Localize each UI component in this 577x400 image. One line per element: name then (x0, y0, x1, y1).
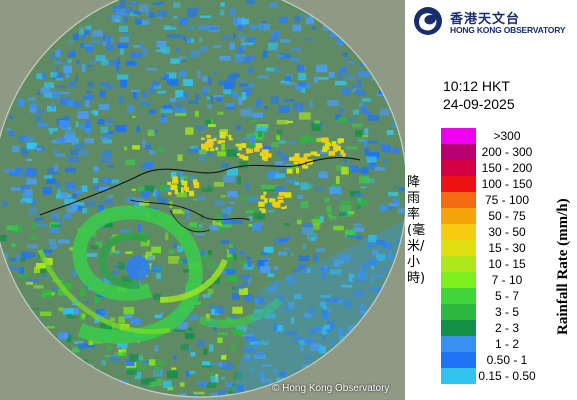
legend-swatch (441, 240, 476, 256)
legend-label: 30 - 50 (488, 225, 526, 239)
legend-label: 100 - 150 (481, 177, 533, 191)
legend-label: >300 (493, 129, 521, 143)
legend-item: 75 - 100 (441, 192, 561, 208)
legend-label: 15 - 30 (488, 241, 526, 255)
radar-map (0, 0, 405, 400)
legend-item: 7 - 10 (441, 272, 561, 288)
legend-swatch (441, 272, 476, 288)
hko-swirl-icon (414, 7, 442, 35)
legend-label: 50 - 75 (488, 209, 526, 223)
legend-swatch (441, 224, 476, 240)
legend-label: 1 - 2 (494, 337, 519, 351)
legend-item: 10 - 15 (441, 256, 561, 272)
legend-swatch (441, 208, 476, 224)
legend-item: 200 - 300 (441, 144, 561, 160)
legend-item: 0.15 - 0.50 (441, 368, 561, 384)
legend-swatch (441, 176, 476, 192)
legend-item: 0.50 - 1 (441, 352, 561, 368)
legend-swatch (441, 160, 476, 176)
legend-item: 2 - 3 (441, 320, 561, 336)
rain-layer (0, 0, 405, 397)
legend-label: 150 - 200 (481, 161, 533, 175)
legend-label: 0.15 - 0.50 (478, 369, 536, 383)
radar-range-ring (0, 0, 405, 398)
timestamp-time: 10:12 HKT (443, 78, 510, 94)
legend-label: 75 - 100 (484, 193, 530, 207)
radar-coverage (0, 0, 405, 397)
legend-item: 30 - 50 (441, 224, 561, 240)
legend-swatch (441, 368, 476, 384)
rainfall-legend: >300 200 - 300 150 - 200 100 - 150 75 - 100 5… (441, 128, 561, 384)
timestamp-date: 24-09-2025 (443, 96, 515, 112)
legend-label: 5 - 7 (494, 289, 519, 303)
coastline (39, 156, 361, 216)
legend-swatch (441, 304, 476, 320)
legend-label: 0.50 - 1 (486, 353, 528, 367)
legend-item: 100 - 150 (441, 176, 561, 192)
legend-title-en: Rainfall Rate (mm/h) (555, 198, 571, 335)
legend-item: 50 - 75 (441, 208, 561, 224)
legend-label: 3 - 5 (494, 305, 519, 319)
legend-swatch (441, 336, 476, 352)
legend-swatch (441, 192, 476, 208)
logo-english-name: HONG KONG OBSERVATORY (450, 25, 566, 35)
legend-item: 3 - 5 (441, 304, 561, 320)
legend-swatch (441, 256, 476, 272)
legend-item: 5 - 7 (441, 288, 561, 304)
legend-swatch (441, 128, 476, 144)
legend-swatch (441, 352, 476, 368)
legend-label: 7 - 10 (491, 273, 523, 287)
legend-title-zh: 降雨率(毫米/小時) (407, 175, 426, 286)
legend-swatch (441, 144, 476, 160)
legend-panel: 香港天文台 HONG KONG OBSERVATORY 10:12 HKT 24… (405, 0, 577, 400)
legend-item: 15 - 30 (441, 240, 561, 256)
legend-label: 10 - 15 (488, 257, 526, 271)
logo-chinese-name: 香港天文台 (450, 12, 521, 27)
legend-item: 150 - 200 (441, 160, 561, 176)
legend-swatch (441, 288, 476, 304)
legend-label: 2 - 3 (494, 321, 519, 335)
legend-label: 200 - 300 (481, 145, 533, 159)
legend-swatch (441, 320, 476, 336)
legend-item: >300 (441, 128, 561, 144)
copyright-credit: © Hong Kong Observatory (272, 383, 390, 394)
typhoon-spiral (37, 205, 283, 344)
legend-item: 1 - 2 (441, 336, 561, 352)
